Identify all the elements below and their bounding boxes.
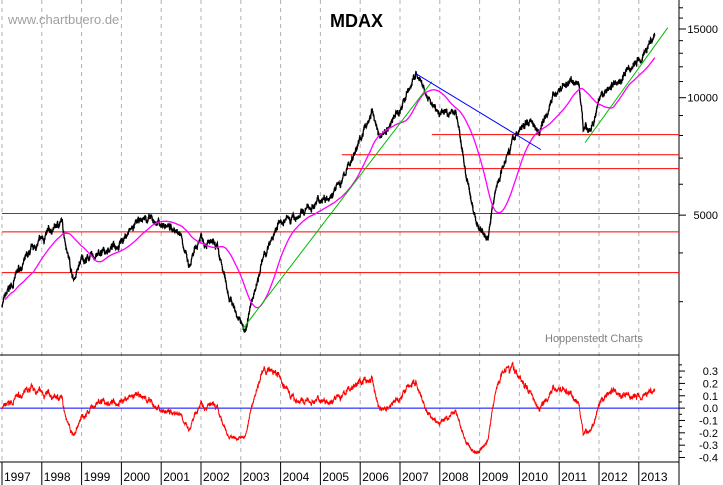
moving-average-line [4,57,656,309]
x-tick-label: 2012 [601,470,628,484]
x-tick-label: 1999 [84,470,111,484]
osc-y-tick-label: 0.2 [703,378,718,390]
chart-title: MDAX [330,11,383,31]
x-tick-label: 2003 [243,470,270,484]
x-tick-label: 2007 [402,470,429,484]
x-tick-label: 2000 [123,470,150,484]
osc-y-tick-label: -0.2 [699,428,718,440]
osc-y-tick-label: -0.4 [699,453,718,465]
oscillator-line [1,361,656,455]
x-tick-label: 2009 [482,470,509,484]
x-tick-label: 1998 [44,470,71,484]
osc-y-tick-label: 0.0 [703,403,718,415]
x-tick-label: 2008 [442,470,469,484]
watermark: www.chartbuero.de [7,12,119,27]
y-tick-label: 15000 [687,24,718,36]
price-line [1,32,656,334]
y-tick-label: 10000 [687,93,718,105]
x-tick-label: 2004 [283,470,310,484]
osc-y-tick-label: -0.1 [699,415,718,427]
y-tick-label: 5000 [694,210,718,222]
x-tick-label: 2001 [163,470,190,484]
x-tick-label: 1997 [4,470,31,484]
osc-y-tick-label: 0.1 [703,391,718,403]
uptrend-trend-line [584,27,669,143]
x-tick-label: 2010 [521,470,548,484]
x-tick-label: 2005 [322,470,349,484]
osc-y-tick-label: 0.3 [703,366,718,378]
downtrend-trend-line [415,73,542,151]
osc-y-tick-label: -0.3 [699,440,718,452]
source-label: Hoppenstedt Charts [545,333,643,345]
x-tick-label: 2013 [641,470,668,484]
uptrend-trend-line [241,81,433,331]
x-tick-label: 2011 [561,470,587,484]
x-tick-label: 2006 [362,470,389,484]
x-tick-label: 2002 [203,470,230,484]
